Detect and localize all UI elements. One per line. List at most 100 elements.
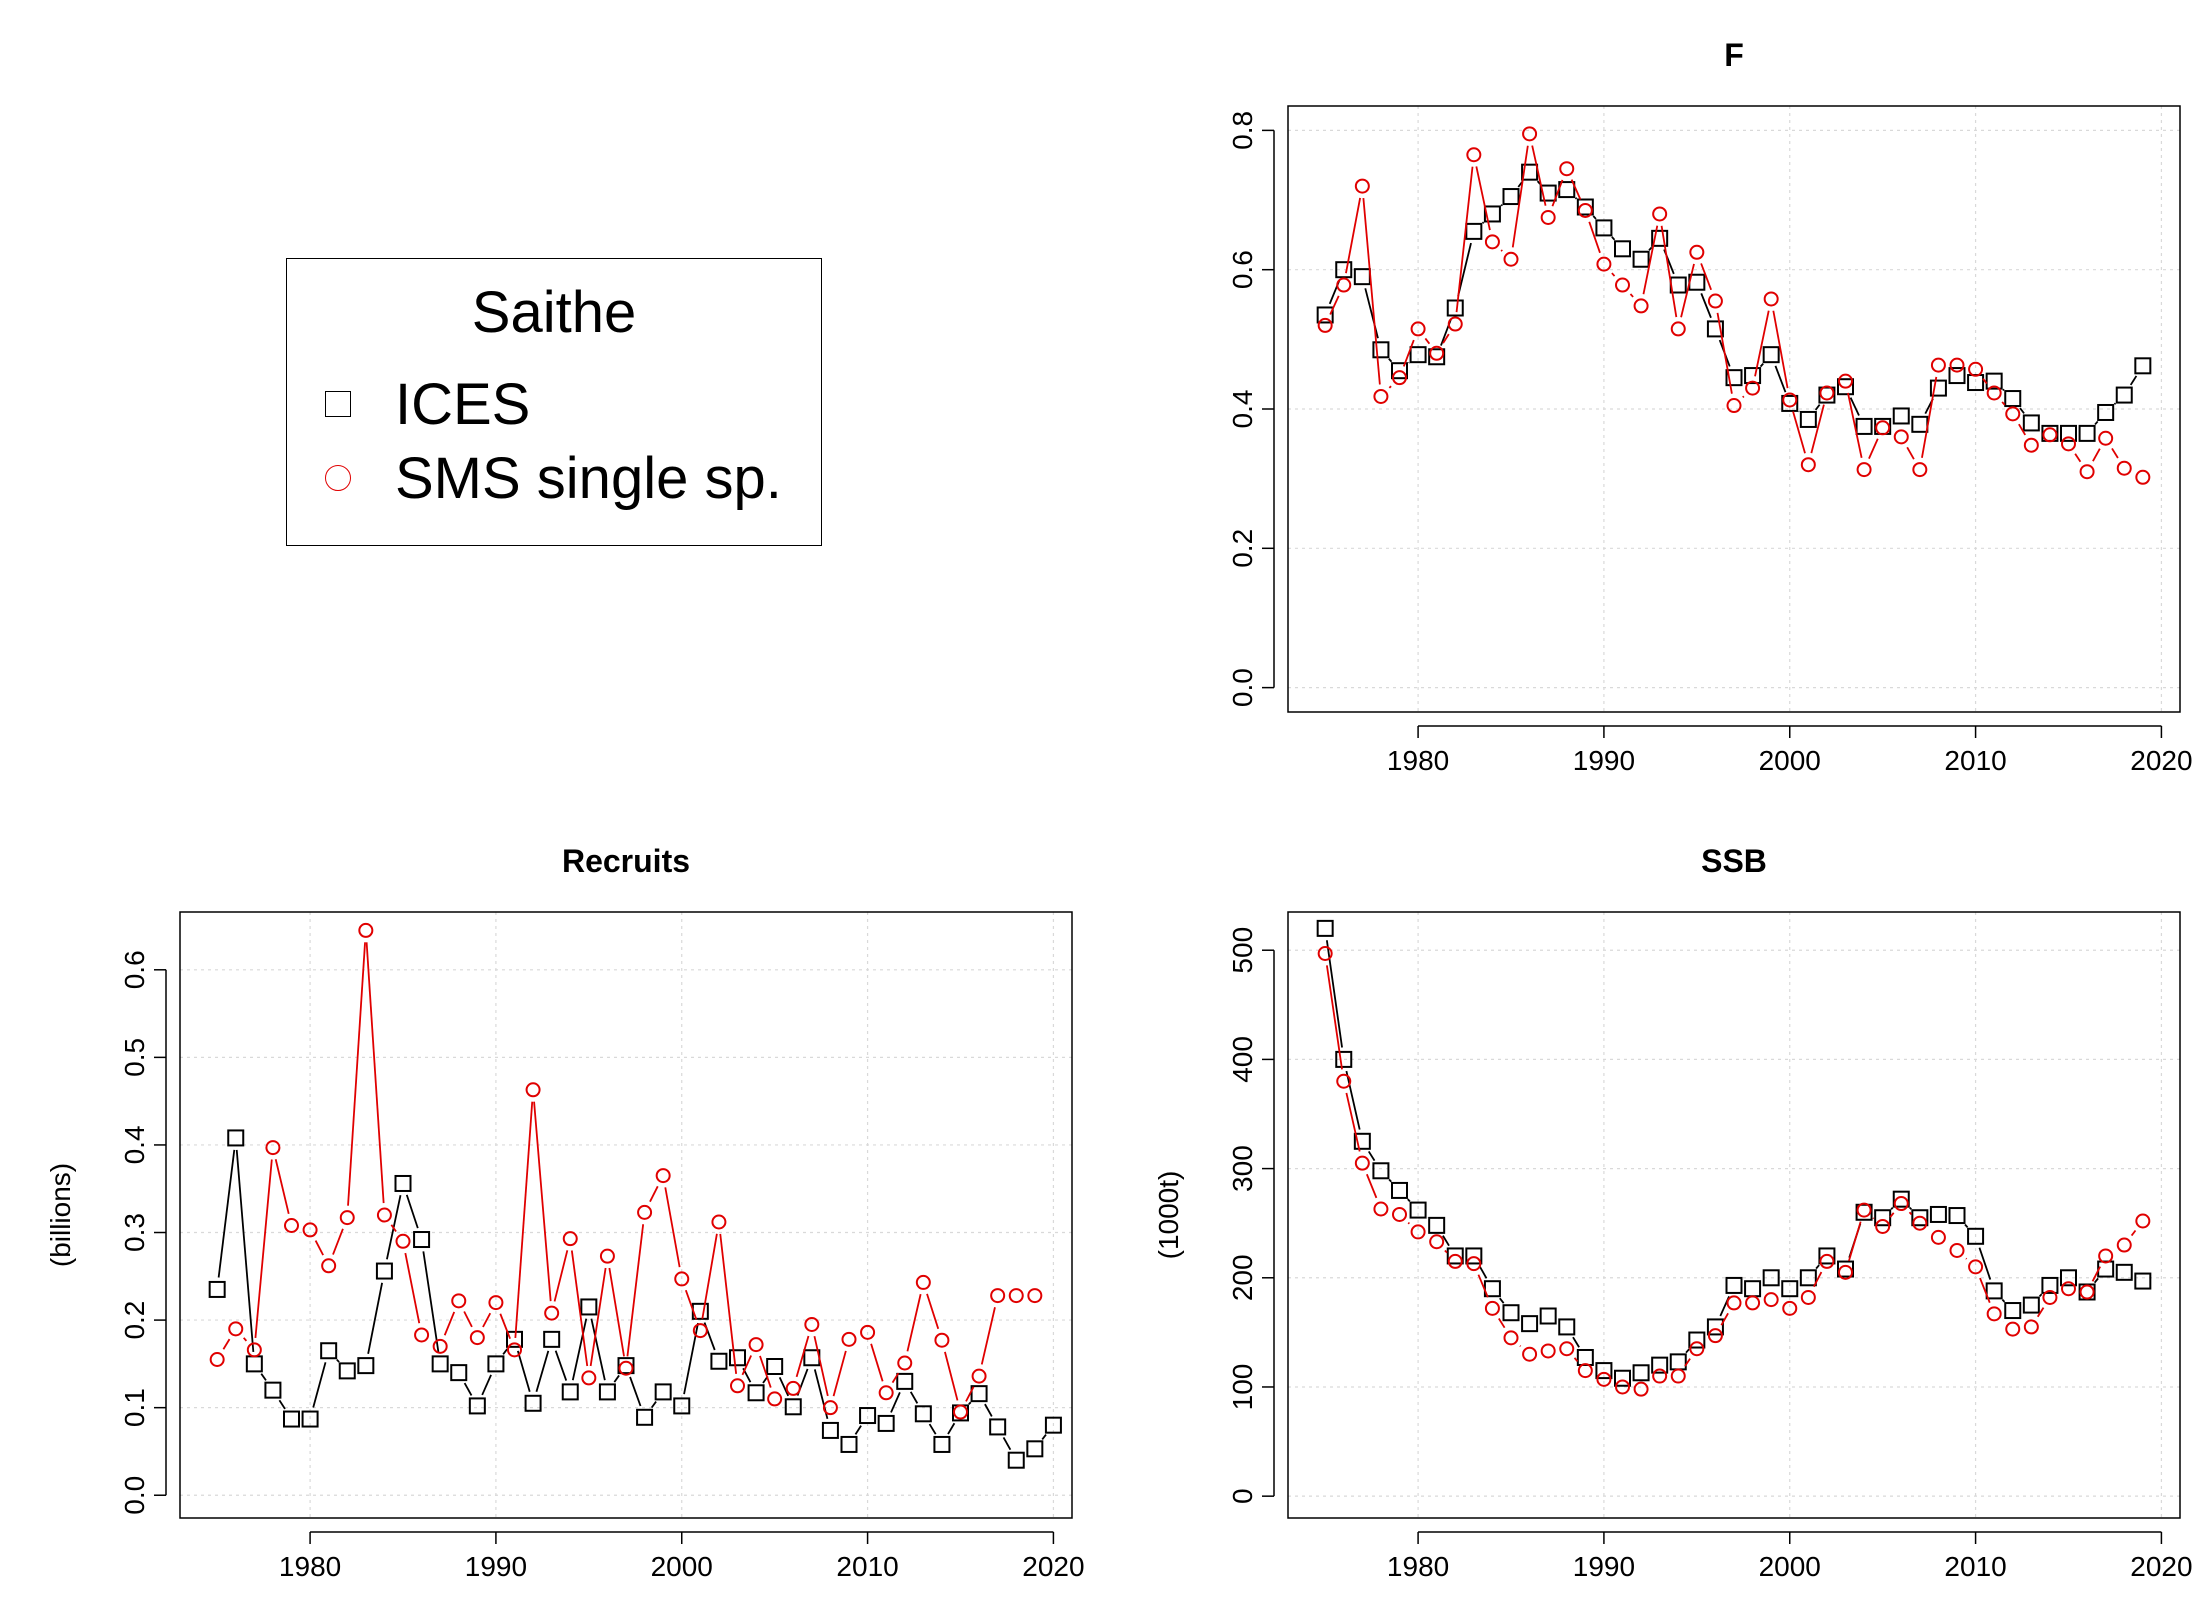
- recruits-ices-point: [710, 1352, 728, 1370]
- recruits-ices-segment: [481, 1374, 492, 1396]
- f-sms-segment: [2018, 423, 2026, 436]
- recruits-y-tick-label: 0.2: [119, 1301, 150, 1340]
- recruits-ices-point: [283, 1410, 300, 1428]
- ssb-sms-segment: [1444, 1249, 1448, 1254]
- ssb-sms-segment: [1720, 1312, 1729, 1326]
- f-sms-point: [2116, 460, 2132, 476]
- f-sms-segment: [1754, 310, 1770, 377]
- recruits-title: Recruits: [562, 843, 690, 879]
- ssb-ices-point: [1744, 1280, 1762, 1298]
- ssb-ices-point: [1465, 1247, 1483, 1265]
- recruits-sms-point: [469, 1330, 485, 1346]
- f-ices-point: [1335, 261, 1353, 279]
- square-marker-icon: [325, 391, 351, 417]
- f-sms-point: [1930, 357, 1946, 373]
- ssb-sms-segment: [1889, 1212, 1895, 1218]
- ssb-sms-point: [1336, 1073, 1352, 1089]
- recruits-sms-segment: [795, 1335, 810, 1378]
- recruits-ices-point: [413, 1231, 431, 1249]
- ssb-ices-point: [1446, 1247, 1464, 1265]
- recruits-ices-point: [524, 1394, 542, 1412]
- ssb-x-tick-label: 2020: [2130, 1551, 2192, 1582]
- recruits-sms-point: [488, 1295, 504, 1311]
- f-sms-point: [1949, 357, 1965, 373]
- f-ices-point: [1632, 250, 1650, 268]
- recruits-sms-segment: [514, 1101, 534, 1338]
- f-ices-point: [1855, 417, 1873, 435]
- f-sms-segment: [1906, 446, 1915, 460]
- f-ices-point: [1744, 367, 1762, 385]
- f-ices-segment: [1611, 236, 1616, 241]
- ssb-y-tick-label: 300: [1227, 1145, 1258, 1192]
- ssb-x-tick-label: 2010: [1944, 1551, 2006, 1582]
- f-sms-point: [2005, 406, 2021, 422]
- f-ices-segment: [2019, 407, 2025, 414]
- f-ices-point: [1985, 372, 2003, 390]
- recruits-ices-point: [821, 1421, 839, 1439]
- ssb-sms-point: [1392, 1206, 1407, 1222]
- ssb-sms-point: [1782, 1300, 1798, 1316]
- ssb-sms-segment: [1872, 1217, 1875, 1220]
- recruits-sms-segment: [365, 942, 385, 1204]
- ssb-sms-segment: [1498, 1318, 1506, 1329]
- ssb-sms-point: [1949, 1242, 1965, 1258]
- f-x-tick-label: 2000: [1759, 745, 1821, 776]
- f-ices-segment: [1592, 215, 1597, 220]
- ssb-sms-point: [1503, 1330, 1519, 1346]
- f-sms-segment: [1611, 272, 1616, 277]
- recruits-ices-point: [245, 1355, 263, 1373]
- f-ices-segment: [2002, 388, 2005, 392]
- recruits-ices-point: [970, 1385, 988, 1403]
- ssb-ices-point: [1576, 1348, 1594, 1366]
- recruits-sms-point: [971, 1368, 987, 1384]
- recruits-sms-segment: [404, 1252, 421, 1324]
- ssb-ices-segment: [1909, 1207, 1912, 1210]
- f-title: F: [1724, 37, 1744, 73]
- f-sms-point: [1856, 462, 1872, 478]
- recruits-ices-point: [989, 1418, 1007, 1436]
- recruits-sms-segment: [499, 1313, 511, 1340]
- recruits-ices-point: [375, 1262, 393, 1280]
- ssb-sms-point: [1875, 1218, 1891, 1234]
- f-sms-segment: [1442, 333, 1450, 344]
- f-ices-segment: [1457, 242, 1472, 297]
- ssb-ices-point: [1762, 1269, 1780, 1287]
- ssb-ices-segment: [1978, 1247, 1992, 1280]
- recruits-sms-point: [897, 1355, 913, 1371]
- f-ices-segment: [1849, 397, 1860, 416]
- recruits-sms-point: [581, 1370, 597, 1386]
- ssb-ices-segment: [1685, 1348, 1690, 1354]
- f-ices-point: [1428, 348, 1446, 366]
- f-sms-segment: [1700, 263, 1712, 291]
- ssb-ices-point: [2041, 1276, 2059, 1294]
- f-sms-segment: [1570, 179, 1582, 200]
- recruits-ices-point: [431, 1355, 449, 1373]
- f-sms-segment: [1551, 179, 1564, 207]
- recruits-sms-segment: [813, 1335, 829, 1397]
- ssb-ices-point: [1799, 1269, 1817, 1287]
- recruits-x-tick-label: 2010: [836, 1551, 898, 1582]
- recruits-ices-segment: [535, 1350, 550, 1393]
- recruits-ices-segment: [890, 1391, 901, 1413]
- ssb-sms-point: [1373, 1201, 1389, 1217]
- recruits-sms-segment: [891, 1372, 900, 1384]
- recruits-y-tick-label: 0.0: [119, 1476, 150, 1515]
- f-ices-segment: [1700, 293, 1712, 319]
- f-panel: F 1980 1990 2000 2010 2020 0.0 0.2 0.4 0.6 0.8: [1227, 37, 2193, 776]
- ssb-sms-point: [1745, 1295, 1761, 1311]
- f-ices-point: [1651, 229, 1669, 247]
- ssb-sms-segment: [1519, 1345, 1522, 1347]
- recruits-sms-segment: [684, 1289, 698, 1320]
- f-sms-point: [1689, 244, 1705, 260]
- f-ices-point: [1892, 407, 1910, 425]
- recruits-sms-point: [507, 1342, 522, 1358]
- recruits-sms-point: [432, 1338, 448, 1354]
- f-ices-point: [2022, 414, 2040, 432]
- recruits-sms-point: [302, 1222, 318, 1238]
- recruits-ices-segment: [683, 1322, 699, 1395]
- f-ices-segment: [2113, 402, 2117, 405]
- ssb-ices-segment: [2038, 1293, 2043, 1297]
- recruits-plot-frame: [179, 911, 1073, 1519]
- recruits-sms-segment: [741, 1355, 752, 1376]
